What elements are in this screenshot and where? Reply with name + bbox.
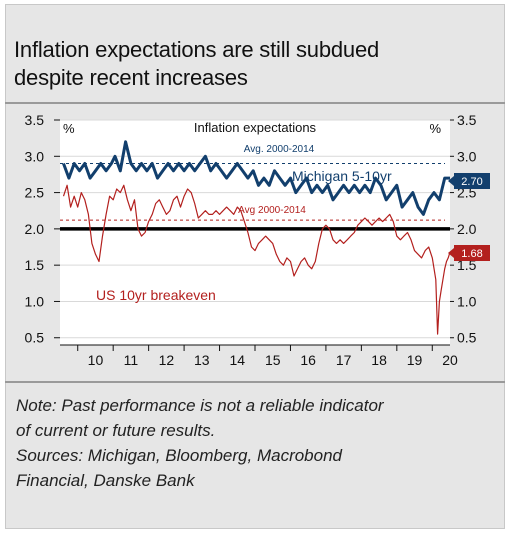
left-unit-label: % bbox=[63, 121, 75, 136]
y-left-tick-label: 3.5 bbox=[25, 112, 45, 128]
y-right-tick-label: 3.0 bbox=[457, 148, 477, 164]
michigan-series-label: Michigan 5-10yr bbox=[292, 168, 392, 184]
breakeven-avg-label: Avg 2000-2014 bbox=[238, 205, 306, 216]
note-line-2: of current or future results. bbox=[16, 421, 216, 440]
x-tick-label: 15 bbox=[265, 352, 281, 368]
y-right-tick-label: 3.5 bbox=[457, 112, 477, 128]
michigan-end-value: 2.70 bbox=[461, 176, 482, 188]
series-line-1 bbox=[62, 184, 451, 335]
breakeven-series-label: US 10yr breakeven bbox=[96, 287, 216, 303]
x-tick-label: 18 bbox=[371, 352, 387, 368]
plot-area bbox=[60, 120, 450, 345]
breakeven-end-value: 1.68 bbox=[461, 248, 482, 260]
right-unit-label: % bbox=[429, 121, 441, 136]
y-axis-right: 3.53.02.52.01.51.00.5 bbox=[450, 112, 477, 346]
y-left-tick-label: 3.0 bbox=[25, 148, 45, 164]
breakeven-end-badge: 1.68 bbox=[448, 245, 490, 261]
breakeven-end-badge-bg bbox=[454, 245, 490, 261]
y-left-tick-label: 1.0 bbox=[25, 293, 45, 309]
breakeven-end-badge-arrow bbox=[448, 248, 454, 258]
y-left-tick-label: 2.0 bbox=[25, 221, 45, 237]
title-line-1: Inflation expectations are still subdued bbox=[14, 37, 380, 62]
x-tick-label: 14 bbox=[229, 352, 245, 368]
notes-divider bbox=[5, 381, 505, 383]
note-line-1: Note: Past performance is not a reliable… bbox=[16, 396, 384, 415]
x-tick-label: 19 bbox=[407, 352, 423, 368]
x-tick-label: 11 bbox=[124, 352, 139, 368]
x-tick-label: 16 bbox=[300, 352, 316, 368]
x-tick-label: 20 bbox=[442, 352, 458, 368]
chart-title: Inflation expectations are still subdued… bbox=[14, 36, 379, 92]
michigan-end-badge: 2.70 bbox=[448, 173, 490, 189]
y-left-tick-label: 2.5 bbox=[25, 185, 45, 201]
x-tick-label: 10 bbox=[88, 352, 104, 368]
y-right-tick-label: 2.0 bbox=[457, 221, 477, 237]
series-line-0 bbox=[62, 140, 450, 216]
notes-block: Note: Past performance is not a reliable… bbox=[16, 393, 384, 493]
y-right-tick-label: 1.5 bbox=[457, 257, 477, 273]
x-axis: 10 11 12 13 14 15 16 17 18 19 20 bbox=[60, 344, 458, 368]
x-tick-label: 12 bbox=[159, 352, 175, 368]
michigan-end-badge-arrow bbox=[448, 176, 454, 186]
series-lines bbox=[62, 140, 451, 335]
sources-line-1: Sources: Michigan, Bloomberg, Macrobond bbox=[16, 446, 342, 465]
y-right-tick-label: 0.5 bbox=[457, 330, 477, 346]
x-tick-label: 17 bbox=[336, 352, 352, 368]
y-left-tick-label: 0.5 bbox=[25, 330, 45, 346]
y-axis-left: 3.5 3.0 2.5 2.0 1.5 1.0 0.5 bbox=[25, 112, 60, 346]
title-divider bbox=[5, 102, 505, 104]
chart-inner-title: Inflation expectations bbox=[194, 120, 317, 135]
michigan-end-badge-bg bbox=[454, 173, 490, 189]
michigan-avg-label: Avg. 2000-2014 bbox=[244, 144, 315, 155]
title-line-2: despite recent increases bbox=[14, 65, 248, 90]
sources-line-2: Financial, Danske Bank bbox=[16, 471, 195, 490]
y-right-tick-label: 1.0 bbox=[457, 293, 477, 309]
y-left-tick-label: 1.5 bbox=[25, 257, 45, 273]
x-tick-label: 13 bbox=[194, 352, 210, 368]
